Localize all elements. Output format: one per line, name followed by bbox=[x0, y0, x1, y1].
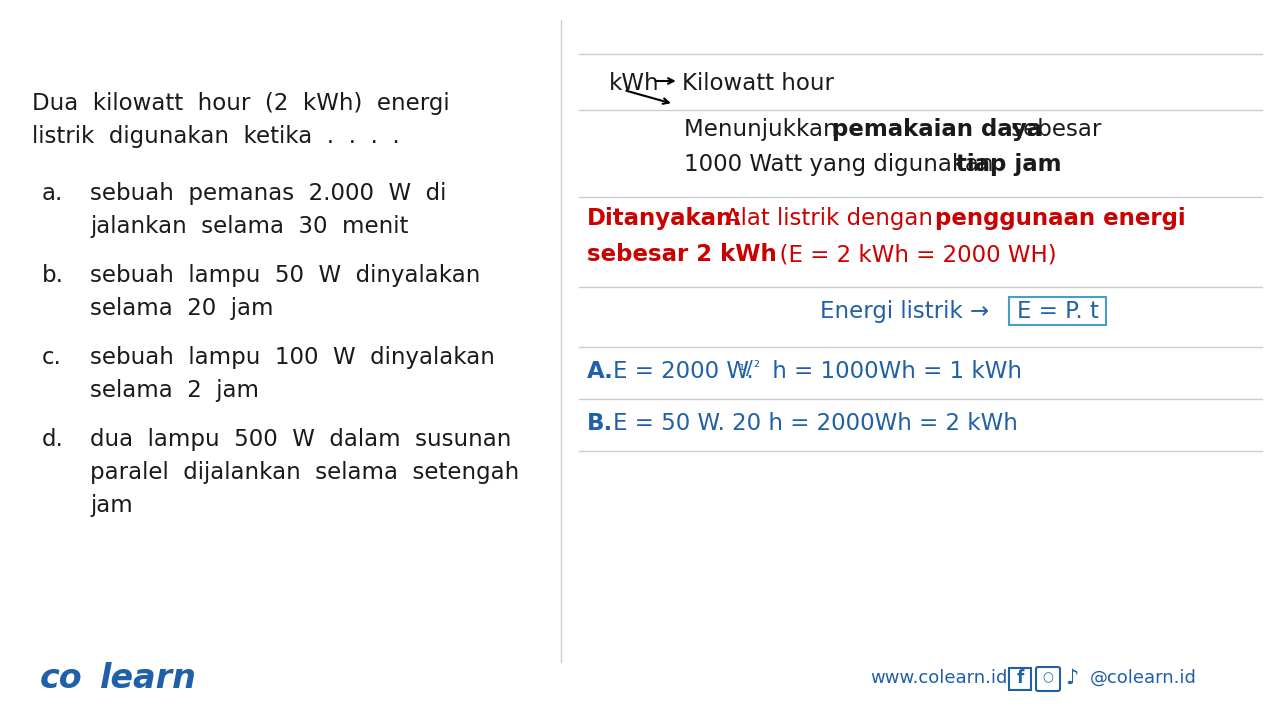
Text: penggunaan energi: penggunaan energi bbox=[934, 207, 1185, 230]
Text: E = 50 W. 20 h = 2000Wh = 2 kWh: E = 50 W. 20 h = 2000Wh = 2 kWh bbox=[613, 412, 1018, 435]
Text: h = 1000Wh = 1 kWh: h = 1000Wh = 1 kWh bbox=[764, 360, 1021, 383]
Text: sebuah  pemanas  2.000  W  di: sebuah pemanas 2.000 W di bbox=[90, 182, 447, 205]
Text: ♪: ♪ bbox=[1065, 668, 1079, 688]
Text: E = 2000 W.: E = 2000 W. bbox=[613, 360, 754, 383]
Text: b.: b. bbox=[42, 264, 64, 287]
Text: pemakaian daya: pemakaian daya bbox=[832, 118, 1042, 141]
Text: Energi listrik →: Energi listrik → bbox=[820, 300, 989, 323]
Text: f: f bbox=[1016, 669, 1024, 687]
Text: listrik  digunakan  ketika  .  .  .  .: listrik digunakan ketika . . . . bbox=[32, 125, 399, 148]
Text: ¹: ¹ bbox=[737, 363, 744, 378]
Text: jalankan  selama  30  menit: jalankan selama 30 menit bbox=[90, 215, 408, 238]
Text: sebuah  lampu  100  W  dinyalakan: sebuah lampu 100 W dinyalakan bbox=[90, 346, 495, 369]
Text: jam: jam bbox=[90, 494, 133, 517]
Text: sebuah  lampu  50  W  dinyalakan: sebuah lampu 50 W dinyalakan bbox=[90, 264, 480, 287]
Text: a.: a. bbox=[42, 182, 64, 205]
FancyBboxPatch shape bbox=[1036, 667, 1060, 691]
Text: sebesar 2 kWh: sebesar 2 kWh bbox=[586, 243, 777, 266]
Text: tiap jam: tiap jam bbox=[956, 153, 1061, 176]
Text: www.colearn.id: www.colearn.id bbox=[870, 669, 1007, 687]
Text: selama  20  jam: selama 20 jam bbox=[90, 297, 274, 320]
Text: ₂: ₂ bbox=[754, 355, 760, 370]
Text: A.: A. bbox=[586, 360, 613, 383]
Text: @colearn.id: @colearn.id bbox=[1091, 669, 1197, 687]
Text: selama  2  jam: selama 2 jam bbox=[90, 379, 259, 402]
Text: Alat listrik dengan: Alat listrik dengan bbox=[724, 207, 940, 230]
Text: ○: ○ bbox=[1043, 672, 1053, 685]
Text: B.: B. bbox=[586, 412, 613, 435]
Text: co: co bbox=[40, 662, 83, 695]
FancyBboxPatch shape bbox=[1009, 668, 1030, 690]
Text: c.: c. bbox=[42, 346, 61, 369]
Text: learn: learn bbox=[100, 662, 197, 695]
Text: sebesar: sebesar bbox=[1004, 118, 1101, 141]
Text: kWh: kWh bbox=[609, 72, 659, 95]
Text: d.: d. bbox=[42, 428, 64, 451]
Text: paralel  dijalankan  selama  setengah: paralel dijalankan selama setengah bbox=[90, 461, 520, 484]
Text: (E = 2 kWh = 2000 WH): (E = 2 kWh = 2000 WH) bbox=[764, 243, 1056, 266]
Text: E = P. t: E = P. t bbox=[1016, 300, 1098, 323]
Text: Kilowatt hour: Kilowatt hour bbox=[682, 72, 833, 95]
Text: dua  lampu  500  W  dalam  susunan: dua lampu 500 W dalam susunan bbox=[90, 428, 512, 451]
Text: 1000 Watt yang digunakan: 1000 Watt yang digunakan bbox=[684, 153, 1001, 176]
Text: Dua  kilowatt  hour  (2  kWh)  energi: Dua kilowatt hour (2 kWh) energi bbox=[32, 92, 449, 115]
Text: /: / bbox=[746, 359, 753, 378]
FancyBboxPatch shape bbox=[1010, 297, 1106, 325]
Text: Menunjukkan: Menunjukkan bbox=[684, 118, 845, 141]
Text: Ditanyakan:: Ditanyakan: bbox=[586, 207, 742, 230]
